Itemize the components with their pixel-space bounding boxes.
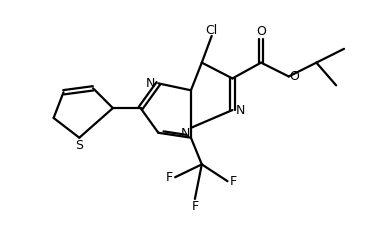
Text: O: O	[256, 25, 266, 38]
Text: S: S	[75, 139, 83, 152]
Text: N: N	[235, 104, 245, 117]
Text: N: N	[146, 77, 155, 90]
Text: N: N	[181, 127, 190, 140]
Text: F: F	[229, 175, 237, 188]
Text: F: F	[166, 171, 173, 184]
Text: O: O	[290, 70, 300, 83]
Text: F: F	[191, 200, 198, 213]
Text: Cl: Cl	[206, 24, 218, 37]
